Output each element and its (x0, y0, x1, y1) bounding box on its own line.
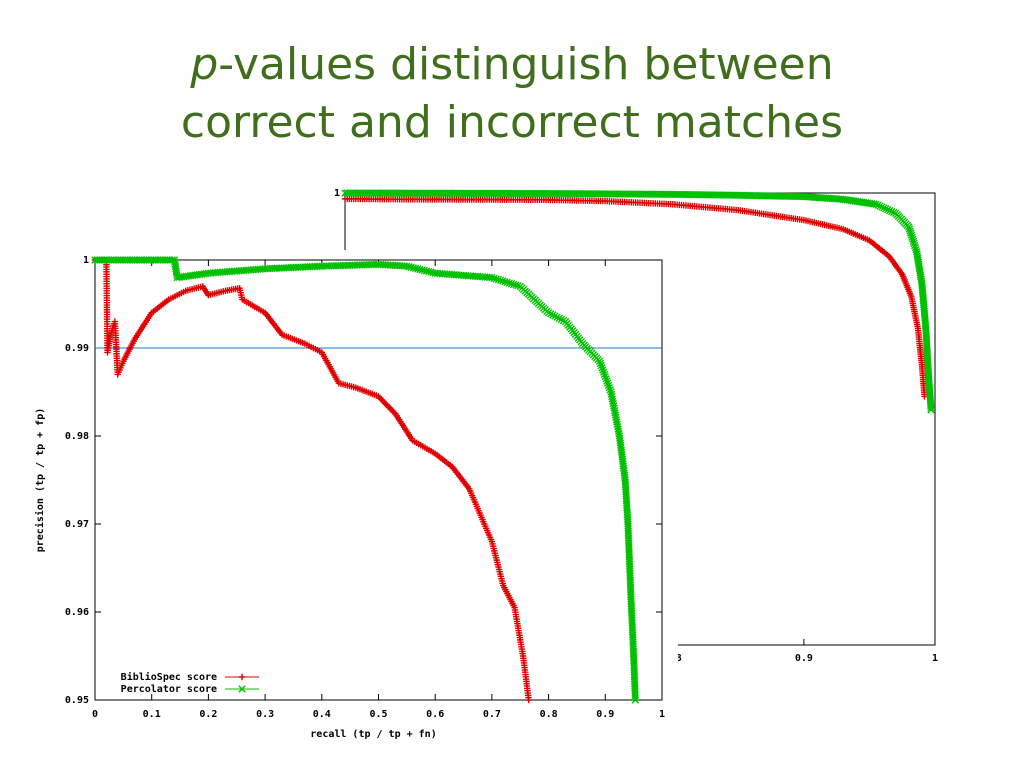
foreground-data-point (501, 277, 509, 286)
background-data-point (874, 201, 882, 209)
foreground-data-point (555, 314, 563, 322)
foreground-y-axis-label: precision (tp / tp + fp) (34, 408, 46, 553)
foreground-data-point (499, 277, 507, 285)
background-data-point (888, 207, 896, 216)
foreground-data-point (604, 379, 612, 387)
foreground-data-point (551, 312, 559, 320)
foreground-data-point (600, 370, 609, 379)
foreground-y-tick-label: 0.98 (65, 431, 89, 442)
slide-title-p: p (190, 39, 219, 90)
background-data-point (909, 237, 918, 246)
background-data-point (911, 243, 920, 252)
foreground-data-point (514, 282, 522, 290)
foreground-data-point (494, 275, 503, 284)
background-data-point (927, 406, 935, 414)
foreground-x-tick-label: 0.4 (313, 709, 331, 720)
foreground-data-point (599, 368, 608, 376)
background-data-point (876, 202, 884, 210)
foreground-data-point (547, 310, 555, 318)
foreground-data-point (496, 276, 505, 285)
legend-marker (238, 673, 246, 681)
foreground-data-point (488, 273, 496, 282)
foreground-x-tick-label: 0.1 (143, 709, 161, 720)
background-data-point (908, 233, 916, 241)
foreground-data-point (505, 279, 514, 287)
foreground-data-point (490, 274, 498, 282)
foreground-x-tick-label: 0.2 (199, 709, 217, 720)
foreground-data-point (599, 366, 607, 374)
background-data-point (878, 203, 886, 211)
foreground-x-tick-label: 0.8 (540, 709, 558, 720)
background-data-point (927, 404, 935, 412)
background-series-percolator (341, 189, 935, 414)
background-data-point (880, 204, 888, 212)
background-data-point (910, 241, 919, 250)
foreground-plot-frame (94, 259, 663, 701)
foreground-data-point (503, 278, 511, 287)
background-data-point (905, 223, 913, 231)
foreground-data-point (595, 357, 604, 365)
foreground-data-point (512, 281, 520, 289)
foreground-y-tick-label: 0.95 (65, 695, 89, 706)
foreground-series-percolator (91, 256, 640, 704)
legend-label: BiblioSpec score (121, 671, 217, 683)
slide-title: p-values distinguish between correct and… (0, 36, 1024, 152)
foreground-x-tick-label: 0 (92, 709, 98, 720)
foreground-x-axis-label: recall (tp / tp + fn) (310, 729, 436, 740)
foreground-data-point (605, 383, 614, 392)
foreground-data-point (602, 375, 610, 383)
foreground-data-point (604, 381, 613, 390)
foreground-data-point (601, 372, 609, 381)
legend-marker (238, 685, 246, 693)
foreground-x-tick-label: 0.9 (596, 709, 614, 720)
background-data-point (907, 231, 916, 239)
foreground-data-point (597, 361, 605, 370)
foreground-data-point (631, 693, 639, 702)
foreground-data-point (549, 311, 557, 319)
foreground-data-point (544, 309, 553, 317)
background-data-point (906, 227, 914, 235)
slide-title-line-2: correct and incorrect matches (180, 97, 844, 148)
background-data-point (884, 206, 892, 214)
background-data-point (905, 225, 914, 233)
foreground-data-point (510, 280, 518, 289)
background-data-point (886, 206, 894, 215)
foreground-x-tick-label: 0.5 (369, 709, 387, 720)
background-data-point (907, 229, 915, 237)
slide-title-line-1-rest: -values distinguish between (218, 39, 834, 90)
foreground-y-tick-label: 0.96 (65, 607, 89, 618)
background-data-point (882, 205, 890, 213)
foreground-x-tick-label: 0.6 (426, 709, 444, 720)
foreground-data-point (525, 696, 532, 704)
foreground-data-point (603, 377, 611, 385)
slide-title-line-1: p-values distinguish between (0, 36, 1024, 94)
background-data-point (921, 393, 928, 400)
background-x-tick-label: 0.9 (795, 653, 813, 664)
foreground-y-tick-label: 1 (83, 255, 89, 266)
foreground-data-point (492, 275, 500, 283)
foreground-data-point (598, 364, 606, 372)
foreground-data-point (596, 359, 605, 368)
background-data-point (872, 200, 880, 208)
foreground-data-point (553, 313, 561, 321)
foreground-x-tick-label: 1 (659, 709, 665, 720)
legend-label: Percolator score (121, 684, 217, 695)
foreground-data-point (606, 386, 614, 394)
background-data-point (910, 239, 918, 248)
foreground-x-tick-label: 0.7 (483, 709, 501, 720)
background-y-tick-label: 1 (334, 188, 340, 199)
background-x-tick-label: 1 (932, 653, 938, 664)
foreground-y-tick-label: 0.99 (65, 343, 89, 354)
foreground-y-tick-label: 0.97 (65, 519, 89, 530)
foreground-data-point (507, 279, 516, 288)
background-series-bibliospec (341, 195, 928, 400)
foreground-data-point (631, 696, 640, 704)
foreground-series-bibliospec (91, 256, 532, 704)
foreground-x-tick-label: 0.3 (256, 709, 274, 720)
foreground-data-point (557, 315, 566, 324)
background-data-point (909, 235, 917, 244)
